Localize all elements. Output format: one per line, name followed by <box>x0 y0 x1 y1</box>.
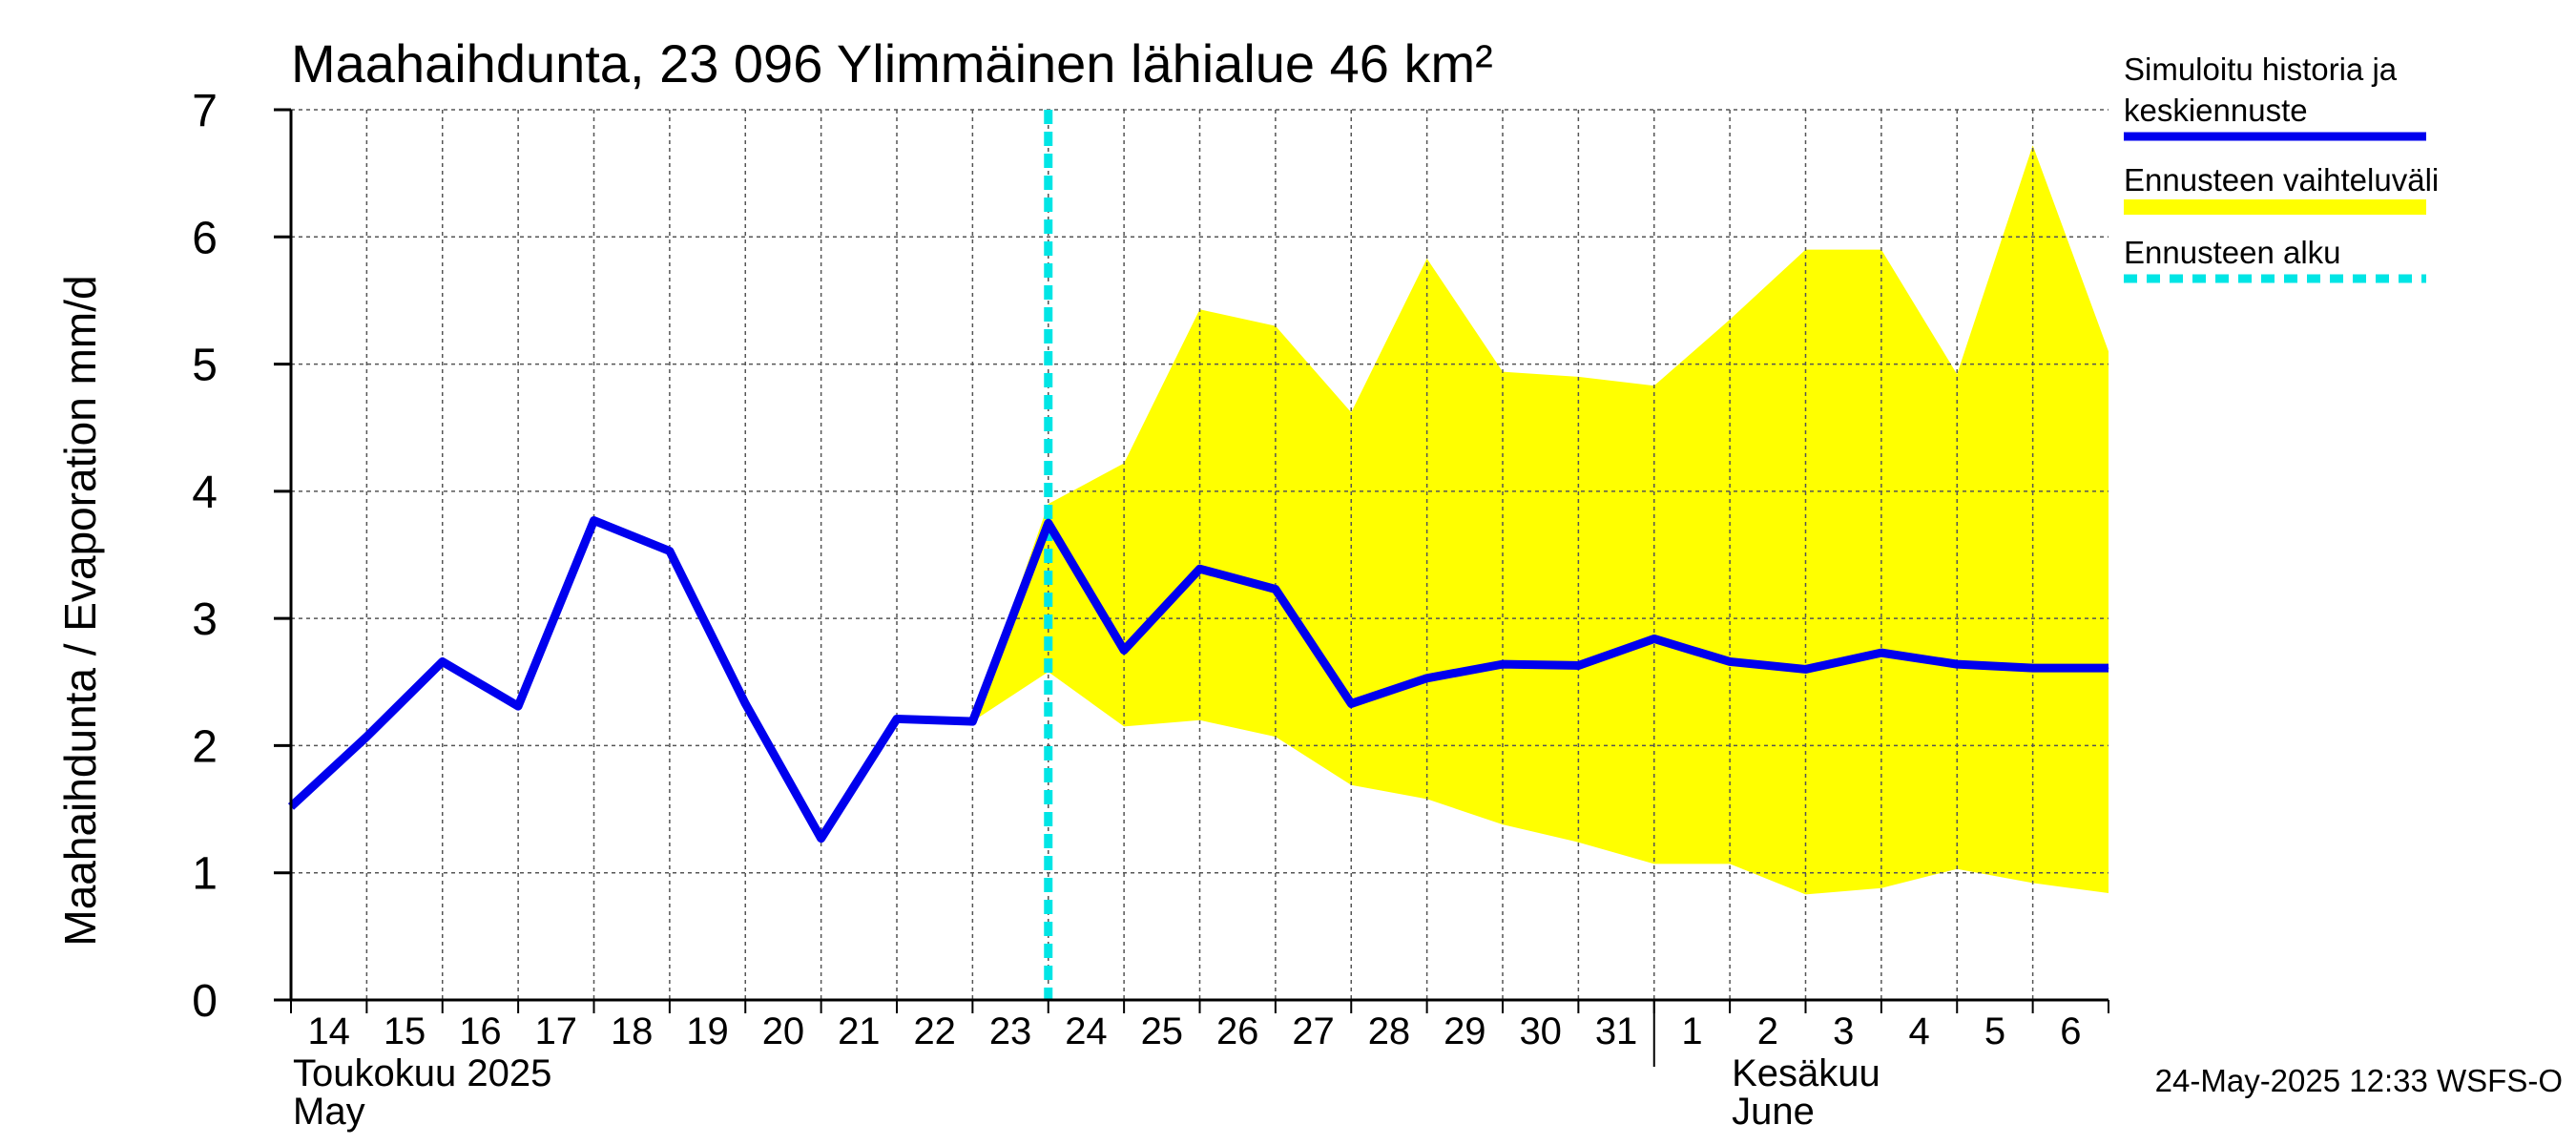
x-tick-label: 18 <box>611 1010 654 1052</box>
x-tick-label: 29 <box>1444 1010 1486 1052</box>
month-label-en: May <box>293 1091 365 1133</box>
x-tick-label: 26 <box>1216 1010 1259 1052</box>
x-tick-label: 16 <box>459 1010 502 1052</box>
mean-series-point <box>593 520 594 522</box>
forecast-range-area <box>972 145 2109 895</box>
x-tick-label: 6 <box>2060 1010 2081 1052</box>
forecast-range-band <box>972 145 2109 895</box>
mean-series-point <box>1653 637 1655 639</box>
timestamp: 24-May-2025 12:33 WSFS-O <box>2155 1063 2563 1098</box>
mean-series-point <box>1275 588 1277 590</box>
mean-series-point <box>744 702 746 704</box>
x-tick-label: 31 <box>1595 1010 1638 1052</box>
x-tick-label: 22 <box>913 1010 956 1052</box>
mean-series-point <box>1199 568 1200 570</box>
mean-series-point <box>896 718 898 719</box>
y-axis-label: Maahaihdunta / Evaporation mm/d <box>55 275 105 946</box>
mean-series-point <box>2032 667 2034 669</box>
legend-label-mean-line1: Simuloitu historia ja <box>2124 52 2398 87</box>
x-tick-label: 1 <box>1681 1010 1702 1052</box>
mean-series-point <box>1350 702 1352 704</box>
x-tick-label: 27 <box>1292 1010 1335 1052</box>
x-tick-label: 25 <box>1141 1010 1184 1052</box>
x-tick-labels: 14 15 16 17 18 19 20 21 22 23 24 25 26 27 28 29 30 31 1 2 3 4… <box>290 1000 2109 1052</box>
x-tick-label: 15 <box>384 1010 426 1052</box>
y-tick-label: 7 <box>192 86 218 136</box>
y-tick-label: 3 <box>192 594 218 645</box>
mean-series-point <box>365 736 367 738</box>
legend-label-range: Ennusteen vaihteluväli <box>2124 162 2439 198</box>
x-tick-label: 20 <box>762 1010 805 1052</box>
x-tick-label: 24 <box>1065 1010 1108 1052</box>
mean-series-point <box>971 720 973 722</box>
y-tick-label: 2 <box>192 721 218 772</box>
x-tick-label: 14 <box>307 1010 350 1052</box>
mean-series-point <box>1729 660 1731 662</box>
legend: Simuloitu historia ja keskiennuste Ennus… <box>2124 52 2439 283</box>
y-tick-label: 0 <box>192 976 218 1027</box>
x-tick-label: 23 <box>989 1010 1032 1052</box>
mean-series-point <box>1123 649 1125 651</box>
x-tick-label: 28 <box>1368 1010 1411 1052</box>
y-tick-labels: 0 1 2 3 4 5 6 7 <box>192 86 291 1027</box>
legend-label-mean-line2: keskiennuste <box>2124 93 2308 128</box>
legend-label-forecast-start: Ennusteen alku <box>2124 235 2341 270</box>
y-tick-label: 1 <box>192 849 218 900</box>
mean-series-point <box>669 551 671 552</box>
mean-series-line <box>287 516 2109 843</box>
y-tick-label: 4 <box>192 468 218 518</box>
month-label: Toukokuu 2025 <box>293 1052 551 1094</box>
mean-series-point <box>1956 663 1958 665</box>
x-tick-label: 21 <box>838 1010 881 1052</box>
x-tick-label: 17 <box>535 1010 578 1052</box>
mean-series-point <box>517 705 519 707</box>
y-tick-label: 6 <box>192 213 218 263</box>
mean-series-point <box>1805 668 1806 670</box>
x-tick-label: 30 <box>1519 1010 1562 1052</box>
x-tick-label: 4 <box>1908 1010 1929 1052</box>
chart-title: Maahaihdunta, 23 096 Ylimmäinen lähialue… <box>291 33 1493 94</box>
x-tick-label: 5 <box>1984 1010 2005 1052</box>
x-tick-label: 2 <box>1757 1010 1778 1052</box>
mean-series-point <box>1426 677 1428 679</box>
mean-series-point <box>1048 522 1049 524</box>
grid <box>291 109 2109 1000</box>
mean-series-point <box>442 660 444 662</box>
mean-series-point <box>1880 652 1882 654</box>
y-tick-label: 5 <box>192 341 218 391</box>
mean-series-point <box>1502 663 1504 665</box>
x-tick-label: 3 <box>1833 1010 1854 1052</box>
mean-series-point <box>1577 664 1579 666</box>
x-tick-label: 19 <box>686 1010 729 1052</box>
month-label-en: June <box>1732 1091 1815 1133</box>
month-label: Kesäkuu <box>1732 1052 1880 1094</box>
